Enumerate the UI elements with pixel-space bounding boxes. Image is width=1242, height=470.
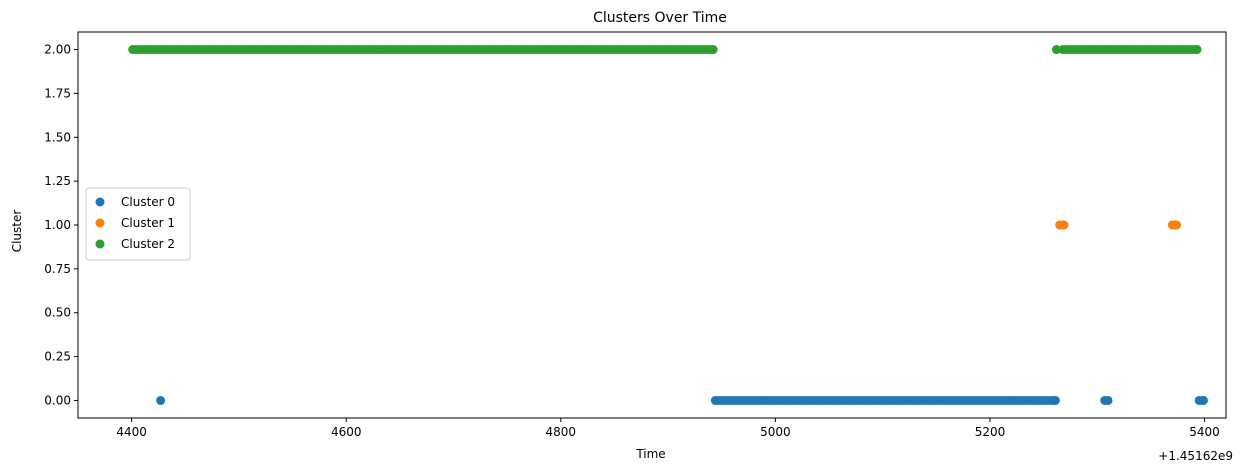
legend-marker bbox=[95, 239, 105, 249]
series-cluster-0 bbox=[156, 395, 1208, 405]
legend-box bbox=[85, 187, 191, 261]
plot-frame bbox=[77, 31, 1227, 419]
data-point bbox=[1059, 220, 1069, 230]
x-tick-label: 4800 bbox=[546, 425, 577, 439]
x-tick-label: 5200 bbox=[975, 425, 1006, 439]
y-tick-label: 1.25 bbox=[44, 174, 71, 188]
y-tick-label: 2.00 bbox=[44, 43, 71, 57]
data-point bbox=[1192, 45, 1202, 55]
x-tick-label: 4400 bbox=[116, 425, 147, 439]
y-tick-label: 0.50 bbox=[44, 306, 71, 320]
data-point bbox=[708, 45, 718, 55]
legend-marker bbox=[95, 218, 105, 228]
y-axis: 0.00 0.25 0.50 0.75 1.00 1.25 1.50 1.75 2.00 bbox=[44, 43, 78, 407]
y-tick-label: 0.25 bbox=[44, 350, 71, 364]
data-point bbox=[1051, 45, 1061, 55]
plot-area bbox=[128, 45, 1208, 405]
legend-label: Cluster 1 bbox=[121, 216, 175, 230]
y-axis-label: Cluster bbox=[10, 210, 24, 253]
legend-label: Cluster 2 bbox=[121, 237, 175, 251]
data-point bbox=[156, 395, 166, 405]
x-axis-label: Time bbox=[635, 447, 665, 461]
chart-title: Clusters Over Time bbox=[593, 10, 727, 26]
legend: Cluster 0 Cluster 1 Cluster 2 bbox=[85, 187, 191, 261]
y-tick-label: 1.50 bbox=[44, 130, 71, 144]
y-tick-label: 1.75 bbox=[44, 86, 71, 100]
x-tick-label: 5000 bbox=[760, 425, 791, 439]
y-tick-label: 1.00 bbox=[44, 218, 71, 232]
data-point bbox=[1050, 395, 1060, 405]
legend-label: Cluster 0 bbox=[121, 195, 175, 209]
data-point bbox=[1172, 220, 1182, 230]
data-point bbox=[1103, 395, 1113, 405]
series-cluster-2 bbox=[128, 45, 1202, 55]
series-cluster-1 bbox=[1055, 220, 1182, 230]
x-axis: 4400 4600 4800 5000 5200 5400 bbox=[116, 418, 1220, 439]
x-tick-label: 5400 bbox=[1189, 425, 1220, 439]
x-tick-label: 4600 bbox=[331, 425, 362, 439]
x-offset-label: +1.45162e9 bbox=[1158, 449, 1233, 463]
data-point bbox=[1198, 395, 1208, 405]
y-tick-label: 0.00 bbox=[44, 393, 71, 407]
y-tick-label: 0.75 bbox=[44, 262, 71, 276]
legend-marker bbox=[95, 197, 105, 207]
